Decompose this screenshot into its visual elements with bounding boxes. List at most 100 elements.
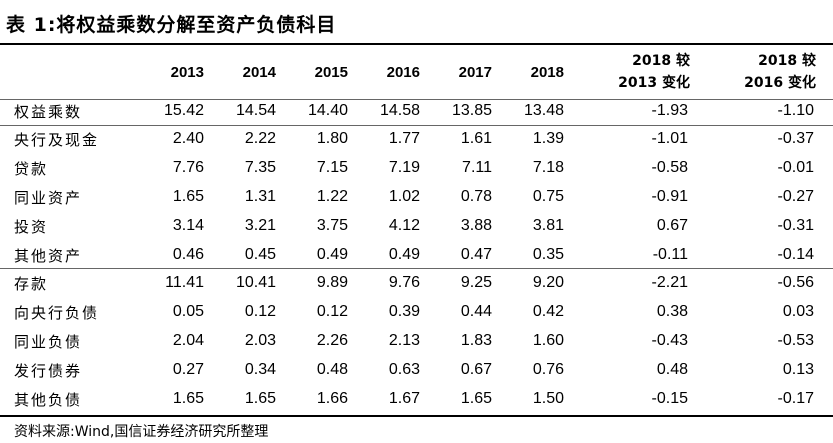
- cell-value: 0.45: [244, 246, 276, 263]
- table-row: 投资 3.14 3.21 3.75 4.12 3.88 3.81 0.67 -0.31: [0, 213, 833, 242]
- cell-value: 11.41: [165, 274, 204, 291]
- cell-value: -0.27: [777, 188, 814, 205]
- cell-value: -0.11: [652, 246, 688, 263]
- cell-value: 0.03: [782, 303, 814, 320]
- row-label: 同业负债: [14, 333, 83, 351]
- table-row: 向央行负债 0.05 0.12 0.12 0.39 0.44 0.42 0.38 0.03: [0, 299, 833, 328]
- cell-value: 1.39: [532, 130, 564, 147]
- cell-value: -0.91: [651, 188, 688, 205]
- cell-value: 0.67: [656, 217, 688, 234]
- cell-value: 0.67: [460, 361, 492, 378]
- cell-value: 1.83: [460, 332, 492, 349]
- header-change-2016: 2018 较 2016 变化: [716, 50, 816, 94]
- cell-value: 1.65: [244, 390, 276, 407]
- header-year-2014: 2014: [242, 64, 276, 81]
- cell-value: 2.13: [388, 332, 420, 349]
- cell-value: 2.04: [172, 332, 204, 349]
- cell-value: 1.65: [460, 390, 492, 407]
- section-rule-assets: [0, 125, 833, 126]
- cell-value: 1.77: [388, 130, 420, 147]
- cell-value: 0.44: [460, 303, 492, 320]
- cell-value: -0.01: [777, 159, 814, 176]
- table-row: 存款 11.41 10.41 9.89 9.76 9.25 9.20 -2.21 -0.56: [0, 270, 833, 299]
- header-change-2016-line1: 2018 较: [758, 53, 816, 69]
- cell-value: 0.27: [172, 361, 204, 378]
- cell-value: 1.61: [460, 130, 492, 147]
- cell-value: 7.35: [244, 159, 276, 176]
- header-year-2016: 2016: [386, 64, 420, 81]
- cell-value: 0.76: [532, 361, 564, 378]
- cell-value: 9.89: [316, 274, 348, 291]
- header-year-2013: 2013: [170, 64, 204, 81]
- cell-value: 7.19: [388, 159, 420, 176]
- row-label: 投资: [14, 218, 49, 236]
- cell-value: 0.75: [532, 188, 564, 205]
- bottom-rule: [0, 415, 833, 417]
- cell-value: -1.10: [777, 102, 814, 119]
- cell-value: -1.93: [651, 102, 688, 119]
- cell-value: 15.42: [163, 102, 204, 119]
- cell-value: 9.20: [532, 274, 564, 291]
- row-label: 存款: [14, 275, 49, 293]
- cell-value: -0.56: [777, 274, 814, 291]
- header-rule: [0, 99, 833, 100]
- cell-value: 3.21: [244, 217, 276, 234]
- cell-value: 0.05: [172, 303, 204, 320]
- cell-value: 2.40: [172, 130, 204, 147]
- table-row: 其他负债 1.65 1.65 1.66 1.67 1.65 1.50 -0.15 -0.17: [0, 386, 833, 415]
- cell-value: 2.03: [244, 332, 276, 349]
- header-change-2013-line2: 2013 变化: [618, 75, 690, 91]
- cell-value: 13.48: [523, 102, 564, 119]
- cell-value: 14.54: [235, 102, 276, 119]
- cell-value: 0.47: [460, 246, 492, 263]
- cell-value: 0.48: [656, 361, 688, 378]
- header-year-2018: 2018: [530, 64, 564, 81]
- cell-value: 0.42: [532, 303, 564, 320]
- row-label: 贷款: [14, 160, 49, 178]
- cell-value: 0.78: [460, 188, 492, 205]
- cell-value: 3.88: [460, 217, 492, 234]
- cell-value: 2.22: [244, 130, 276, 147]
- header-change-2013: 2018 较 2013 变化: [590, 50, 690, 94]
- cell-value: 0.49: [316, 246, 348, 263]
- cell-value: 0.12: [316, 303, 348, 320]
- source-note: 资料来源:Wind,国信证券经济研究所整理: [14, 424, 269, 440]
- row-label: 其他负债: [14, 391, 83, 409]
- table-row: 央行及现金 2.40 2.22 1.80 1.77 1.61 1.39 -1.01 -0.37: [0, 126, 833, 155]
- cell-value: -0.53: [777, 332, 814, 349]
- row-label: 发行债券: [14, 362, 83, 380]
- header-change-2013-line1: 2018 较: [632, 53, 690, 69]
- section-rule-liabilities: [0, 268, 833, 269]
- table-title: 表 1:将权益乘数分解至资产负债科目: [6, 14, 337, 36]
- cell-value: 1.80: [316, 130, 348, 147]
- table-row: 同业资产 1.65 1.31 1.22 1.02 0.78 0.75 -0.91 -0.27: [0, 184, 833, 213]
- header-year-2015: 2015: [314, 64, 348, 81]
- cell-value: 7.11: [462, 159, 492, 176]
- table-row: 发行债券 0.27 0.34 0.48 0.63 0.67 0.76 0.48 0.13: [0, 357, 833, 386]
- table-row: 其他资产 0.46 0.45 0.49 0.49 0.47 0.35 -0.11 -0.14: [0, 242, 833, 271]
- cell-value: 0.38: [656, 303, 688, 320]
- cell-value: 1.31: [244, 188, 276, 205]
- cell-value: 0.12: [244, 303, 276, 320]
- row-label: 向央行负债: [14, 304, 100, 322]
- cell-value: -0.58: [651, 159, 688, 176]
- row-label: 同业资产: [14, 189, 83, 207]
- cell-value: 1.60: [532, 332, 564, 349]
- cell-value: 3.75: [316, 217, 348, 234]
- cell-value: 9.25: [460, 274, 492, 291]
- cell-value: -0.14: [777, 246, 814, 263]
- cell-value: 13.85: [451, 102, 492, 119]
- cell-value: 7.18: [532, 159, 564, 176]
- cell-value: 14.40: [307, 102, 348, 119]
- row-label: 权益乘数: [14, 103, 83, 121]
- cell-value: 3.81: [532, 217, 564, 234]
- cell-value: 1.67: [388, 390, 420, 407]
- cell-value: 0.46: [172, 246, 204, 263]
- cell-value: -0.37: [777, 130, 814, 147]
- table-row: 同业负债 2.04 2.03 2.26 2.13 1.83 1.60 -0.43 -0.53: [0, 328, 833, 357]
- cell-value: 3.14: [172, 217, 204, 234]
- cell-value: 1.22: [316, 188, 348, 205]
- cell-value: 4.12: [388, 217, 420, 234]
- cell-value: -1.01: [651, 130, 688, 147]
- cell-value: 7.15: [316, 159, 348, 176]
